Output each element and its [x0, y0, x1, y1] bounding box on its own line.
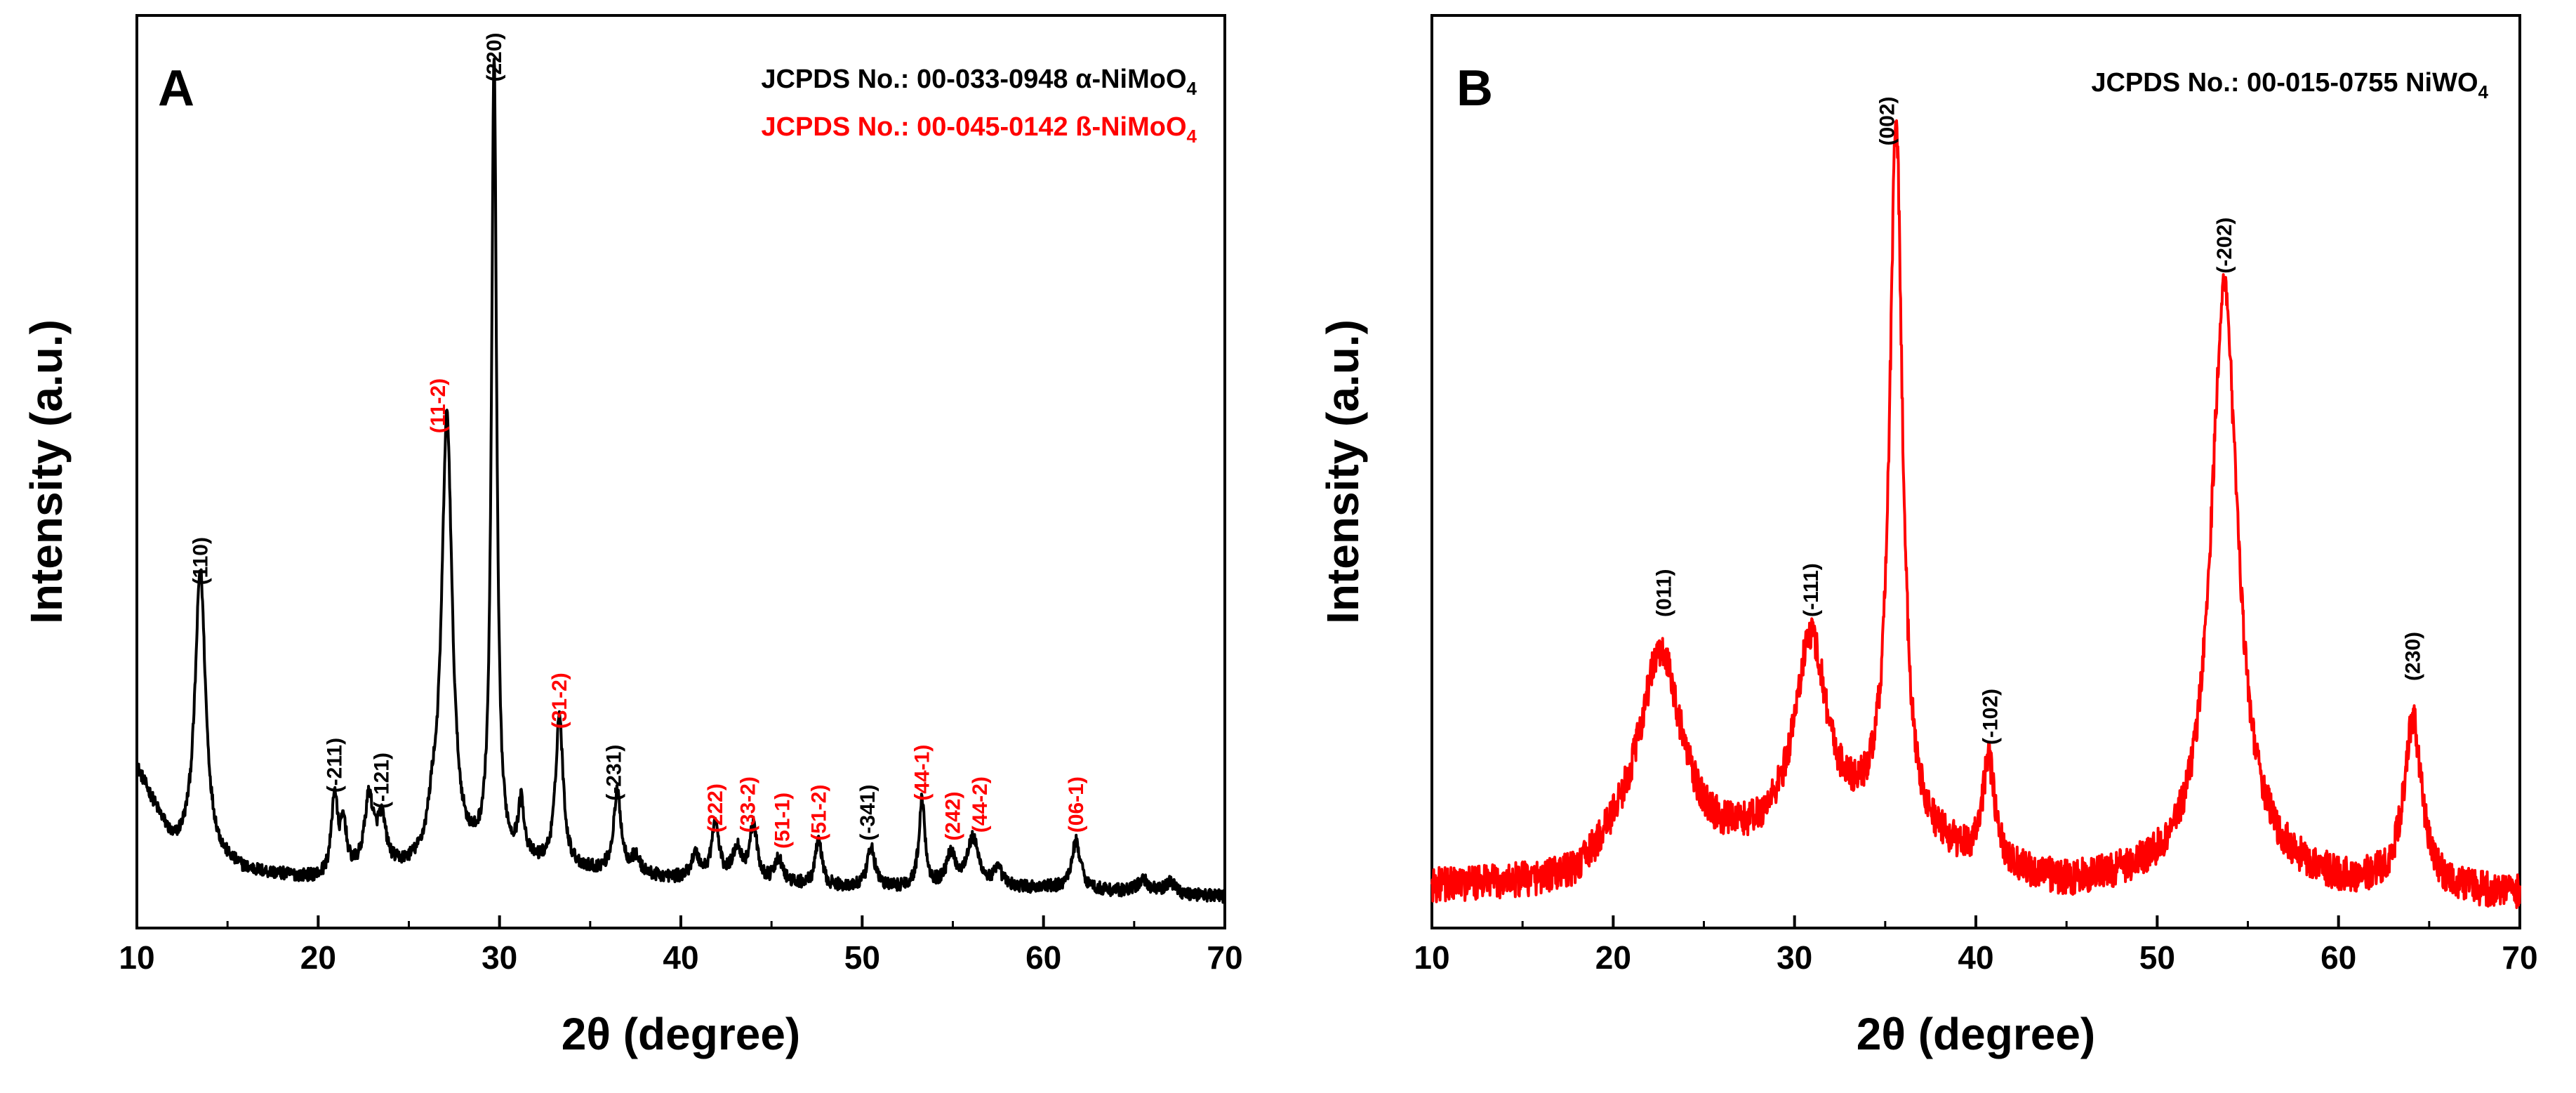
peak-label: (011) — [1653, 569, 1676, 617]
x-tick-label: 20 — [1595, 939, 1631, 976]
peak-label: (002) — [1875, 96, 1899, 145]
peak-label: (33-2) — [737, 776, 760, 833]
y-axis-title: Intensity (a.u.) — [21, 319, 72, 624]
peak-label: (110) — [189, 537, 212, 585]
plot-frame — [1430, 14, 2521, 929]
peak-label: (-111) — [1800, 563, 1823, 617]
chart-panel-b: 10 20 30 40 50 60 70 2θ (degree) Intensity (a.u.… — [1317, 14, 2538, 1059]
x-tick-label: 40 — [1958, 939, 1993, 976]
peak-label: (-102) — [1979, 689, 2003, 745]
chart-panel-a: 10 20 30 40 50 60 70 2θ (degree) Intensity (a.u.… — [21, 14, 1243, 1059]
x-tick-label: 70 — [1207, 939, 1242, 976]
x-tick-label: 50 — [844, 939, 880, 976]
x-tick-label: 40 — [663, 939, 698, 976]
peak-label: (230) — [2402, 632, 2425, 681]
x-tick-label: 20 — [300, 939, 336, 976]
plot-frame — [135, 14, 1226, 929]
peak-label: (242) — [942, 792, 965, 841]
panel-letter: A — [158, 60, 194, 117]
xrd-pattern-line — [135, 58, 1226, 904]
jcpds-reference-niwo4: JCPDS No.: 00-015-0755 NiWO4 — [2091, 68, 2488, 102]
jcpds-reference-beta: JCPDS No.: 00-045-0142 ß-NiMoO4 — [761, 112, 1197, 147]
x-axis-title: 2θ (degree) — [562, 1009, 800, 1059]
peak-label: (44-1) — [911, 745, 934, 801]
peak-label: (51-2) — [807, 785, 830, 841]
peak-label: (44-2) — [969, 776, 992, 833]
peak-label: (31-2) — [548, 673, 571, 729]
x-tick-label: 70 — [2502, 939, 2537, 976]
x-tick-label: 60 — [2321, 939, 2356, 976]
peak-label: (11-2) — [427, 378, 450, 433]
x-tick-label: 10 — [119, 939, 154, 976]
x-axis-title: 2θ (degree) — [1857, 1009, 2095, 1059]
peak-label: (-202) — [2213, 218, 2236, 274]
xrd-pattern-line — [1430, 119, 2521, 909]
y-axis-title: Intensity (a.u.) — [1317, 319, 1368, 624]
x-tick-label: 30 — [1777, 939, 1812, 976]
peak-label: (-341) — [856, 785, 879, 841]
x-tick-label: 30 — [482, 939, 517, 976]
x-tick-label: 50 — [2139, 939, 2175, 976]
peak-label: (-121) — [371, 753, 394, 809]
x-tick-label: 10 — [1414, 939, 1449, 976]
peak-label: (06-1) — [1065, 776, 1088, 833]
peak-label: (-211) — [324, 738, 347, 793]
jcpds-reference-alpha: JCPDS No.: 00-033-0948 α-NiMoO4 — [761, 65, 1197, 99]
peak-label: (222) — [704, 783, 727, 833]
peak-label: (51-1) — [771, 793, 795, 849]
panel-letter: B — [1456, 60, 1493, 117]
peak-label: (220) — [483, 32, 506, 81]
x-tick-label: 60 — [1025, 939, 1061, 976]
peak-label: (-231) — [602, 745, 625, 801]
